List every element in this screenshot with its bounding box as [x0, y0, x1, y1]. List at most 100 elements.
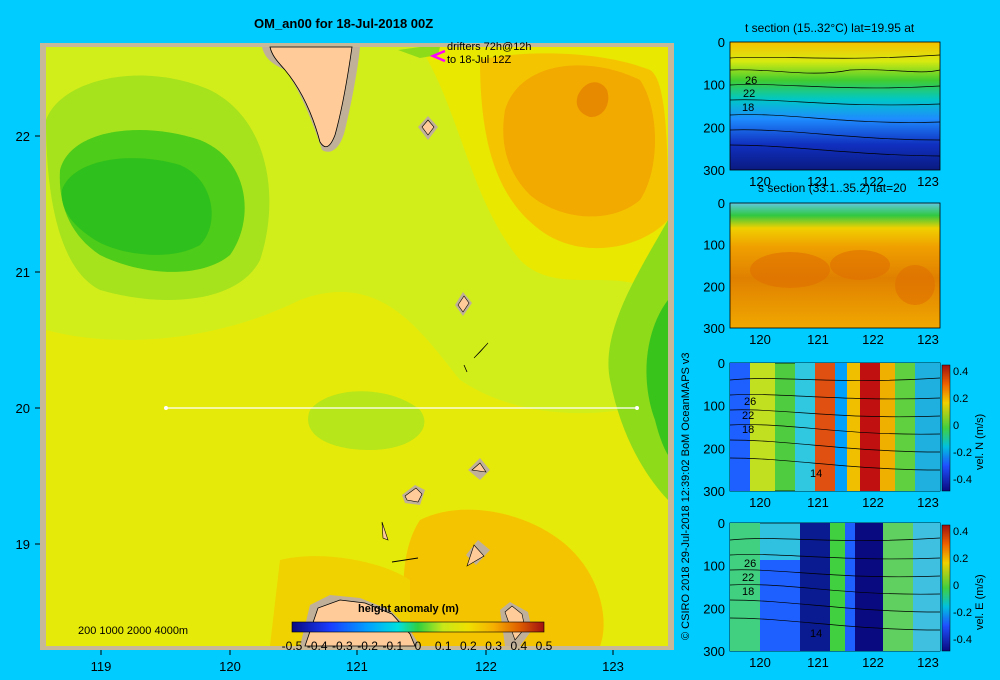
salinity-high-patches: [750, 250, 935, 305]
section-x-tick-label: 121: [807, 174, 829, 189]
island-1: [421, 119, 435, 136]
section-x-tick-label: 121: [807, 655, 829, 670]
section-y-tick-label: 0: [718, 35, 725, 50]
x-tick-label: 120: [219, 659, 241, 674]
salinity-section-title: s section (33.1..35.2) lat=20: [758, 181, 907, 195]
x-tick-label: 121: [346, 659, 368, 674]
t-contour-label: 26: [745, 75, 757, 87]
drifters-legend-line1: drifters 72h@12h: [447, 41, 532, 53]
y-tick-label: 19: [16, 537, 30, 552]
colorbar-tick-label: 0.3: [485, 639, 502, 653]
height-anomaly-0p05-zone-nw-strait: [398, 47, 440, 58]
height-anomaly-colorbar: [291, 621, 545, 633]
land-taiwan: [269, 46, 353, 148]
x-tick-label: 122: [475, 659, 497, 674]
section-x-tick-label: 123: [917, 332, 939, 347]
section-colorbar-tick-label: -0.2: [953, 447, 972, 459]
x-axis-ticks: [100, 650, 614, 655]
ve-contour-label: 14: [810, 628, 822, 640]
section-colorbar-tick-label: -0.2: [953, 607, 972, 619]
section-y-tick-label: 200: [703, 601, 725, 616]
y-tick-label: 20: [16, 401, 30, 416]
height-anomaly-0p05-zone-center: [308, 391, 425, 450]
section-axis-ticks: 120 121 122 123 0 100 200 300 120 121 122 123 0 100 20…: [703, 35, 972, 670]
vel-e-contours: [729, 537, 941, 631]
y-tick-label: 22: [16, 129, 30, 144]
vel-n-colorbar-label: vel. N (m/s): [974, 414, 986, 470]
height-anomaly-0p3-zone-ne: [503, 65, 655, 217]
drifter-arrow-icon: [429, 49, 446, 63]
section-y-tick-label: 0: [718, 516, 725, 531]
section-x-tick-label: 120: [749, 174, 771, 189]
section-panels-svg: 26 22 18 t section (15..32°C) lat=19.95 …: [703, 21, 986, 670]
ve-contour-label: 18: [742, 586, 754, 598]
section-x-tick-label: 120: [749, 495, 771, 510]
section-y-tick-label: 200: [703, 120, 725, 135]
main-map-svg: 119 120 121 122 123 19 20 21 22 -0.5 -0.4…: [16, 43, 674, 674]
colorbar-tick-label: 0.1: [435, 639, 452, 653]
island-9: [466, 544, 485, 567]
section-colorbar-tick-label: 0.4: [953, 526, 968, 538]
section-x-tick-label: 122: [862, 495, 884, 510]
section-y-tick-label: 100: [703, 78, 725, 93]
section-x-tick-label: 122: [862, 655, 884, 670]
colorbar-tick-label: -0.5: [282, 639, 303, 653]
t-contour-label: 22: [743, 88, 755, 100]
island-5: [471, 462, 487, 473]
section-y-tick-label: 100: [703, 238, 725, 253]
vel-e-colorbar-label: vel. E (m/s): [974, 574, 986, 630]
height-anomaly-0p05-zone-east: [608, 220, 668, 500]
section-colorbar-tick-label: 0.2: [953, 393, 968, 405]
section-x-tick-label: 121: [807, 332, 829, 347]
height-anomaly-negative-core-west: [61, 158, 212, 255]
ve-contour-label: 22: [742, 572, 754, 584]
temperature-contours: [729, 54, 941, 157]
bathymetry-legend: 200 1000 2000 4000m: [78, 625, 189, 637]
island-7: [381, 521, 389, 541]
section-y-tick-label: 300: [703, 321, 725, 336]
section-x-tick-label: 120: [749, 332, 771, 347]
vel-e-colorbar: [941, 524, 951, 652]
section-colorbar-tick-label: 0: [953, 420, 959, 432]
colorbar-tick-label: -0.1: [382, 639, 403, 653]
section-y-tick-label: 0: [718, 196, 725, 211]
section-colorbar-tick-label: -0.4: [953, 634, 972, 646]
vn-contour-label: 22: [742, 410, 754, 422]
section-colorbar-tick-label: 0.4: [953, 366, 968, 378]
island-6: [404, 487, 423, 503]
x-tick-label: 123: [602, 659, 624, 674]
island-3: [473, 342, 489, 359]
drifters-legend-line2: to 18-Jul 12Z: [447, 54, 512, 66]
colorbar-tick-label: 0.4: [510, 639, 527, 653]
section-y-tick-label: 300: [703, 163, 725, 178]
temperature-section-panel: [729, 41, 941, 171]
y-tick-label: 21: [16, 265, 30, 280]
section-x-tick-label: 121: [807, 495, 829, 510]
ve-contour-label: 26: [744, 558, 756, 570]
section-x-tick-label: 123: [917, 655, 939, 670]
colorbar-label: height anomaly (m): [358, 603, 459, 615]
colorbar-tick-labels: -0.5 -0.4 -0.3 -0.2 -0.1 0 0.1 0.2 0.3 0.4 0.5: [282, 639, 553, 653]
vel-n-contours: [729, 377, 941, 471]
section-x-tick-label: 122: [862, 174, 884, 189]
section-x-tick-label: 123: [917, 174, 939, 189]
section-x-tick-label: 122: [862, 332, 884, 347]
vel-e-bands: [730, 523, 940, 651]
height-anomaly-0p25-zone-south: [403, 509, 604, 646]
height-anomaly-0-zone-east: [646, 300, 668, 455]
section-y-tick-label: 200: [703, 441, 725, 456]
island-8: [391, 557, 419, 563]
colorbar-tick-label: -0.3: [332, 639, 353, 653]
x-tick-label: 119: [91, 659, 112, 674]
vn-contour-label: 18: [742, 424, 754, 436]
section-y-tick-label: 300: [703, 484, 725, 499]
section-y-tick-label: 300: [703, 644, 725, 659]
section-line-start-marker: [164, 406, 168, 410]
t-contour-label: 18: [742, 102, 754, 114]
colorbar-tick-label: 0.5: [536, 639, 553, 653]
section-x-tick-label: 123: [917, 495, 939, 510]
section-line-end-marker: [635, 406, 639, 410]
island-2: [457, 295, 470, 313]
drifters-legend: drifters 72h@12h to 18-Jul 12Z: [447, 41, 532, 67]
map-title: OM_an00 for 18-Jul-2018 00Z: [254, 16, 434, 31]
